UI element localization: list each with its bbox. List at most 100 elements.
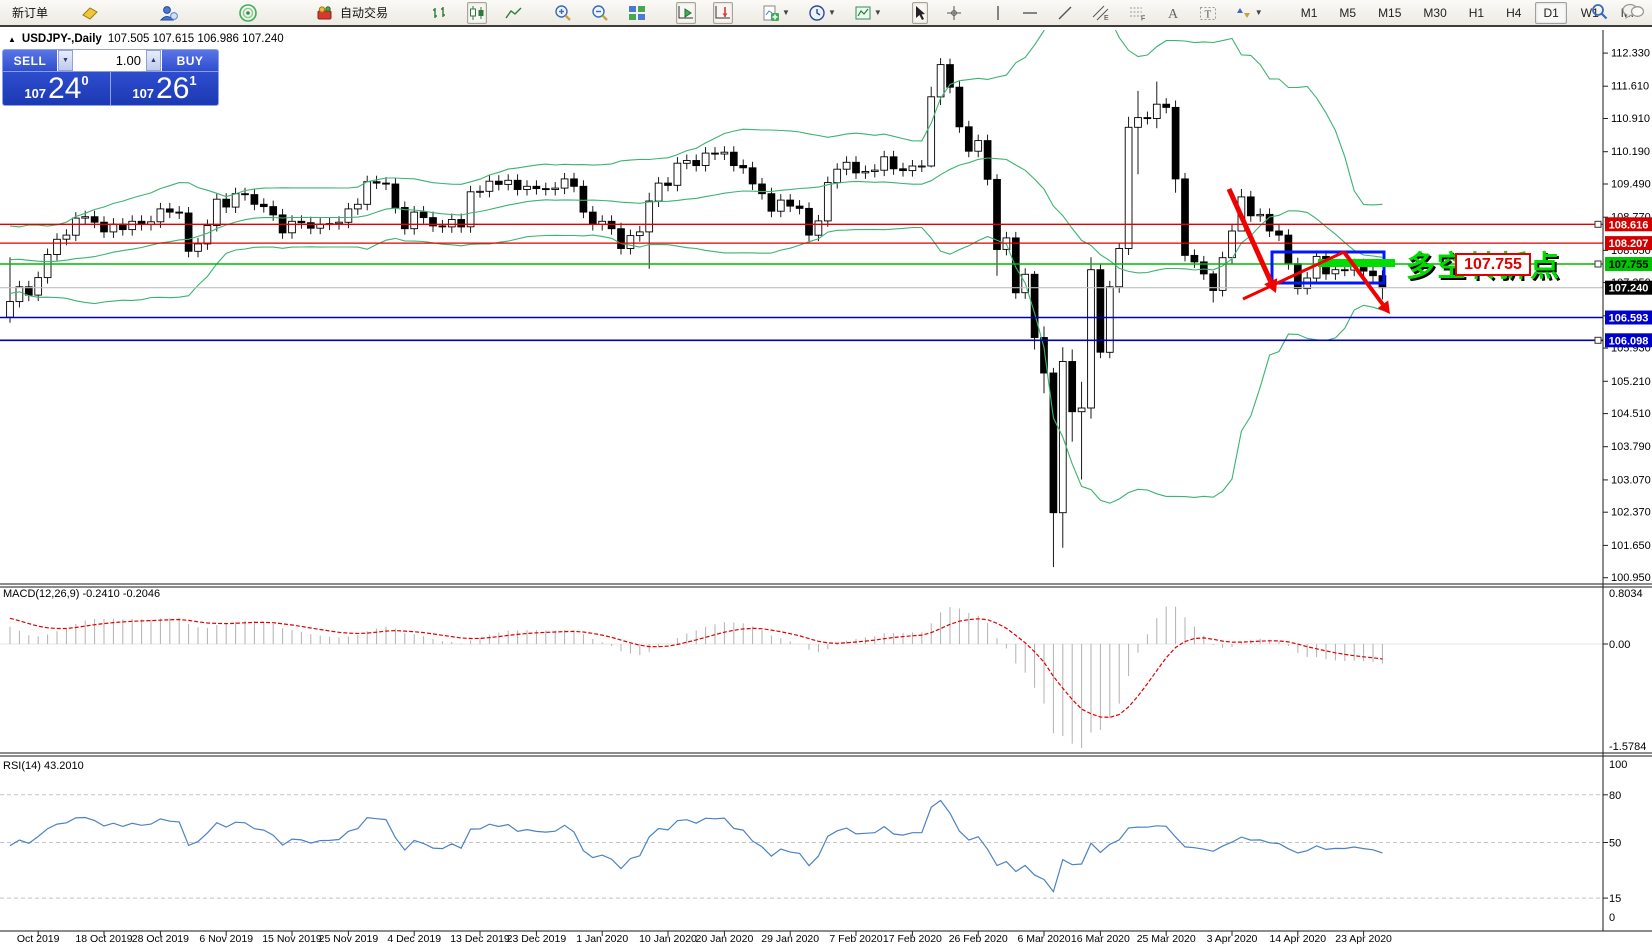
- chart-shift-button[interactable]: [713, 1, 734, 24]
- svg-text:10 Jan 2020: 10 Jan 2020: [639, 933, 697, 945]
- auto-scroll-button[interactable]: [676, 1, 697, 24]
- timeframe-h4-button[interactable]: H4: [1506, 5, 1522, 20]
- svg-text:107.240: 107.240: [1609, 283, 1649, 295]
- fibonacci-button[interactable]: F: [1128, 2, 1148, 24]
- timeframe-m5-button[interactable]: M5: [1339, 5, 1357, 20]
- svg-text:23 Apr 2020: 23 Apr 2020: [1335, 933, 1392, 945]
- bar-chart-icon: [433, 6, 446, 18]
- svg-text:111.610: 111.610: [1611, 81, 1649, 93]
- bollinger-upper-band: [9, 30, 1383, 228]
- chart-area[interactable]: 112.330111.610110.910110.190109.490108.7…: [0, 29, 1652, 951]
- vertical-line-button[interactable]: [992, 2, 1004, 24]
- svg-text:110.190: 110.190: [1611, 146, 1650, 158]
- indicators-button[interactable]: ▼: [762, 2, 791, 24]
- volume-increase-button[interactable]: ▲: [146, 50, 161, 71]
- arrows-icon: [1236, 7, 1250, 18]
- autotrade-button[interactable]: 自动交易: [315, 2, 395, 24]
- tile-windows-button[interactable]: [627, 2, 647, 24]
- volume-decrease-button[interactable]: ▼: [58, 50, 73, 71]
- volume-input[interactable]: [73, 50, 146, 71]
- sell-price-figure: 107: [24, 86, 47, 101]
- bollinger-bands: [9, 30, 1383, 504]
- svg-text:3 Apr 2020: 3 Apr 2020: [1207, 933, 1258, 945]
- chart-canvas[interactable]: 112.330111.610110.910110.190109.490108.7…: [0, 29, 1652, 951]
- auto-scroll-icon: [678, 5, 694, 18]
- cursor-button[interactable]: [911, 1, 928, 24]
- macd-label: MACD(12,26,9) -0.2410 -0.2046: [3, 588, 161, 600]
- channel-button[interactable]: E: [1091, 2, 1111, 24]
- svg-text:23 Dec 2019: 23 Dec 2019: [507, 933, 567, 945]
- annotation-arrow[interactable]: [1342, 250, 1385, 306]
- svg-text:105.210: 105.210: [1611, 376, 1651, 388]
- annotation-arrow[interactable]: [1226, 187, 1273, 283]
- svg-text:107.755: 107.755: [1609, 259, 1649, 271]
- zoom-in-icon: [555, 4, 571, 21]
- date-axis[interactable]: Oct 2019 18 Oct 2019 28 Oct 2019 6 Nov 2019…: [17, 931, 1392, 945]
- svg-text:100: 100: [1609, 759, 1627, 771]
- svg-text:50: 50: [1609, 838, 1621, 850]
- timeframe-d1-button[interactable]: D1: [1535, 1, 1567, 24]
- crosshair-icon: [946, 5, 961, 20]
- svg-text:102.370: 102.370: [1611, 507, 1651, 519]
- svg-text:6 Mar 2020: 6 Mar 2020: [1017, 933, 1070, 945]
- timeframe-h1-button[interactable]: H1: [1468, 5, 1485, 20]
- price-badges: 108.616 108.207 107.755 107.240 106.593 106.0…: [1594, 217, 1652, 348]
- svg-text:101.650: 101.650: [1611, 540, 1651, 552]
- main-toolbar: 新订单 自动交易: [0, 0, 1652, 27]
- rsi-line: [9, 799, 1383, 893]
- buy-price-figure: 107: [132, 86, 155, 101]
- price-callout-label[interactable]: 107.755: [1455, 253, 1531, 276]
- text-button[interactable]: A: [1165, 2, 1181, 24]
- yellow-book-icon-button[interactable]: [80, 2, 100, 24]
- zoom-out-button[interactable]: [590, 2, 610, 24]
- periods-button[interactable]: ▼: [808, 2, 837, 24]
- price-axis[interactable]: 112.330111.610110.910110.190109.490108.7…: [1603, 48, 1651, 924]
- collapse-panel-arrow-icon[interactable]: ▲: [8, 34, 16, 44]
- line-chart-button[interactable]: [504, 2, 524, 24]
- buy-button[interactable]: BUY: [162, 50, 218, 71]
- buy-price-pips: 26: [156, 72, 190, 105]
- svg-text:26 Feb 2020: 26 Feb 2020: [949, 933, 1008, 945]
- templates-icon: [855, 6, 871, 19]
- svg-text:14 Apr 2020: 14 Apr 2020: [1269, 933, 1326, 945]
- text-label-button[interactable]: T: [1198, 2, 1218, 24]
- timeframe-w1-button[interactable]: W1: [1580, 5, 1599, 20]
- timeframe-m15-button[interactable]: M15: [1378, 5, 1402, 20]
- annotation-arrow[interactable]: [1242, 250, 1345, 301]
- svg-text:25 Mar 2020: 25 Mar 2020: [1137, 933, 1196, 945]
- autotrade-label: 自动交易: [340, 6, 389, 20]
- templates-button[interactable]: ▼: [854, 2, 883, 24]
- svg-text:6 Nov 2019: 6 Nov 2019: [199, 933, 253, 945]
- crosshair-button[interactable]: [945, 2, 963, 24]
- annotation-green-bar[interactable]: [1318, 259, 1395, 267]
- arrows-button[interactable]: ▼: [1235, 2, 1264, 24]
- new-order-button[interactable]: 新订单: [12, 6, 49, 20]
- annotation-rectangle[interactable]: [1270, 250, 1386, 285]
- timeframe-m1-button[interactable]: M1: [1300, 5, 1318, 20]
- horizontal-line-icon: [1022, 11, 1037, 14]
- bar-chart-button[interactable]: [430, 2, 450, 24]
- buy-price[interactable]: 107 26 1: [111, 72, 218, 105]
- symbol-ohlc: 107.505 107.615 106.986 107.240: [107, 33, 284, 45]
- svg-text:4 Dec 2019: 4 Dec 2019: [387, 933, 441, 945]
- svg-text:100.950: 100.950: [1611, 572, 1651, 584]
- svg-text:109.490: 109.490: [1611, 179, 1651, 191]
- svg-text:0: 0: [1609, 912, 1615, 924]
- zoom-in-button[interactable]: [553, 2, 573, 24]
- chat-icon[interactable]: [1622, 3, 1644, 20]
- sell-button[interactable]: SELL: [3, 50, 57, 71]
- svg-text:108.616: 108.616: [1609, 219, 1649, 231]
- candlestick-chart-button[interactable]: [467, 1, 488, 24]
- svg-text:15: 15: [1609, 893, 1621, 905]
- publisher-button[interactable]: [159, 2, 179, 24]
- timeframe-m30-button[interactable]: M30: [1423, 5, 1447, 20]
- signal-button[interactable]: [238, 2, 258, 24]
- pane-dividers[interactable]: [0, 583, 1652, 932]
- trendline-button[interactable]: [1056, 2, 1074, 24]
- search-icon[interactable]: [1591, 3, 1608, 20]
- symbol-info: ▲ USDJPY-,Daily 107.505 107.615 106.986 …: [8, 33, 284, 45]
- sell-price[interactable]: 107 24 0: [3, 72, 111, 105]
- indicators-icon: [763, 5, 780, 21]
- horizontal-line-button[interactable]: [1021, 2, 1039, 24]
- svg-text:E: E: [1104, 15, 1109, 21]
